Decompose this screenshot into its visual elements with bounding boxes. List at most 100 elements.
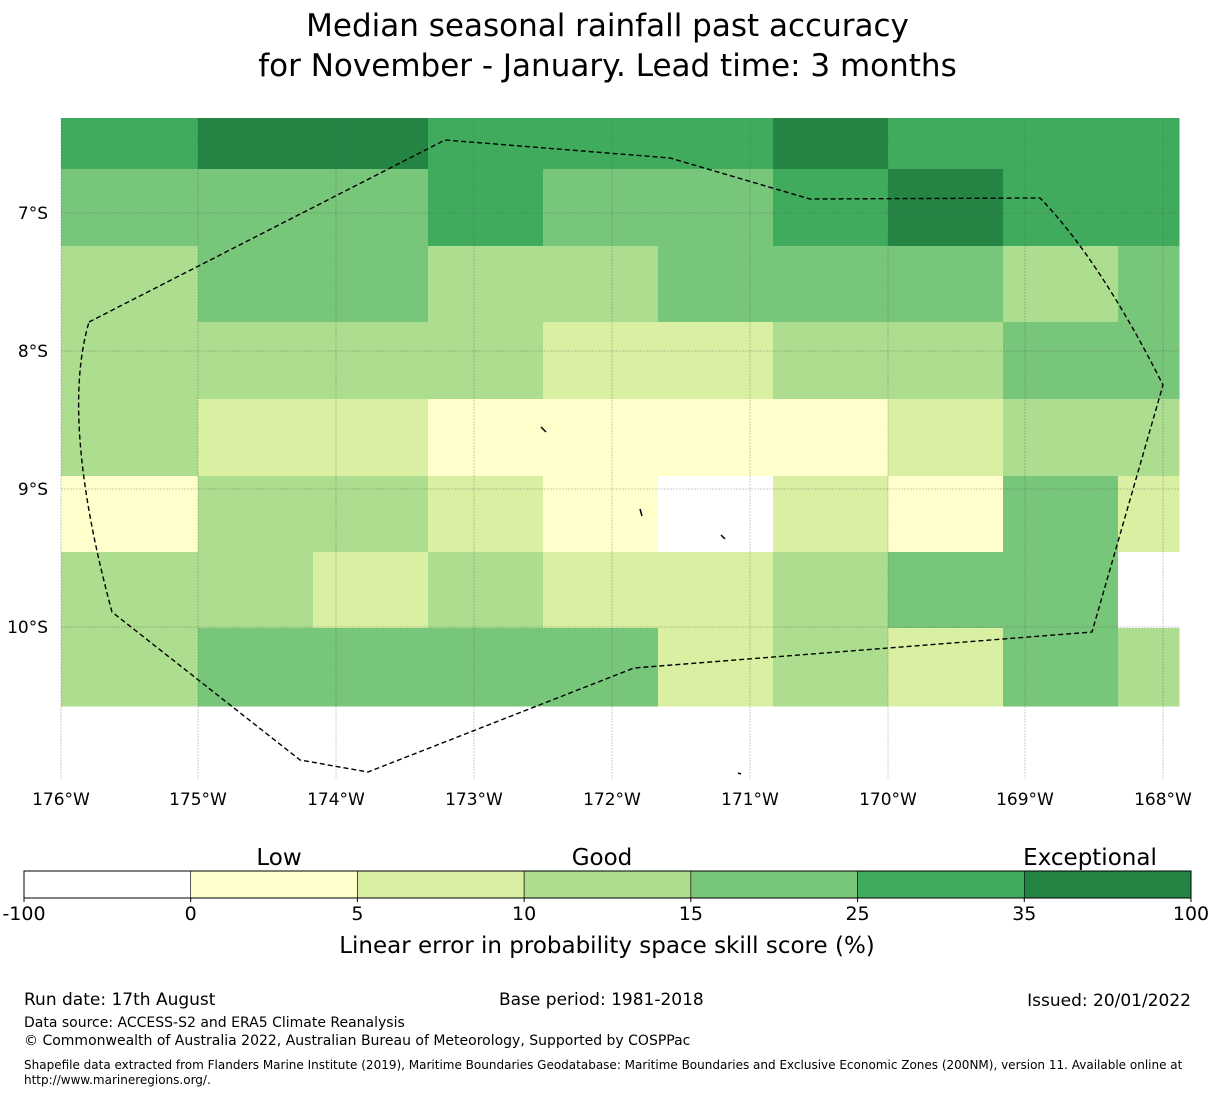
map-title-line-1: Median seasonal rainfall past accuracy bbox=[306, 8, 909, 44]
eez-boundary-dashed bbox=[77, 139, 1164, 773]
colorbar-tick-label: 35 bbox=[1012, 903, 1036, 925]
grid-cell bbox=[543, 552, 659, 629]
grid-cell bbox=[658, 628, 774, 707]
colorbar bbox=[23, 870, 1192, 899]
colorbar-segment bbox=[690, 870, 858, 899]
lat-label: 9°S bbox=[18, 480, 48, 500]
grid-cell bbox=[1118, 628, 1180, 707]
grid-cell bbox=[888, 118, 1004, 170]
grid-cell bbox=[61, 552, 199, 629]
grid-cell bbox=[428, 628, 544, 707]
grid-cell bbox=[1003, 322, 1119, 400]
colorbar-tick-label: 100 bbox=[1173, 903, 1209, 925]
grid-cell bbox=[61, 476, 199, 553]
grid-cell bbox=[428, 246, 544, 323]
colorbar-segment bbox=[523, 870, 692, 899]
run-date: Run date: 17th August bbox=[24, 990, 216, 1010]
grid-cell bbox=[773, 118, 889, 170]
colorbar-segment bbox=[357, 870, 525, 899]
grid-cell bbox=[428, 476, 544, 553]
grid-cell bbox=[1003, 552, 1119, 629]
grid-cell bbox=[61, 169, 199, 247]
colorbar-category-labels: Low Good Exceptional bbox=[256, 845, 1156, 871]
grid-cell bbox=[658, 476, 774, 553]
grid-cell bbox=[61, 628, 199, 707]
grid-cell bbox=[888, 476, 1004, 553]
lon-label: 170°W bbox=[859, 790, 917, 810]
grid-cell bbox=[888, 322, 1004, 400]
grid-cell bbox=[1118, 552, 1180, 629]
grid-cell bbox=[428, 322, 544, 400]
issued-date: Issued: 20/01/2022 bbox=[1027, 991, 1191, 1011]
island-nukunonu bbox=[639, 508, 643, 517]
colorbar-tick-label: 0 bbox=[185, 903, 197, 925]
grid-cell bbox=[658, 552, 774, 629]
lon-label: 172°W bbox=[583, 790, 641, 810]
grid-cell bbox=[198, 552, 314, 629]
grid-cell bbox=[428, 169, 544, 247]
grid-cell bbox=[198, 476, 314, 553]
grid-cell bbox=[1003, 246, 1119, 323]
grid-cell bbox=[313, 322, 429, 400]
grid-cell bbox=[543, 169, 659, 247]
colorbar-segment bbox=[23, 870, 192, 899]
copyright-notice: © Commonwealth of Australia 2022, Austra… bbox=[24, 1033, 691, 1049]
grid-cell bbox=[658, 399, 774, 477]
colorbar-tick-label: -100 bbox=[2, 903, 45, 925]
grid-cell bbox=[313, 118, 429, 170]
grid-cell bbox=[888, 628, 1004, 707]
grid-cell bbox=[773, 169, 889, 247]
grid-cell bbox=[543, 246, 659, 323]
grid-cell bbox=[888, 169, 1004, 247]
lat-label: 7°S bbox=[18, 204, 48, 224]
map-title-line-2: for November - January. Lead time: 3 mon… bbox=[258, 48, 957, 84]
grid-cell bbox=[1003, 628, 1119, 707]
colorbar-segment bbox=[190, 870, 358, 899]
colorbar-outline bbox=[23, 870, 1192, 899]
data-source: Data source: ACCESS-S2 and ERA5 Climate … bbox=[24, 1015, 405, 1031]
grid-cell bbox=[313, 169, 429, 247]
grid-cell bbox=[428, 552, 544, 629]
colorbar-tick-label: 10 bbox=[512, 903, 536, 925]
grid-cell bbox=[543, 628, 659, 707]
island-fakaofo bbox=[720, 534, 726, 540]
grid-cell bbox=[198, 399, 314, 477]
grid-cell bbox=[773, 476, 889, 553]
grid-cell bbox=[1118, 169, 1180, 247]
grid-cell bbox=[1003, 118, 1119, 170]
grid-cell bbox=[313, 552, 429, 629]
grid-cell bbox=[773, 399, 889, 477]
grid-cell bbox=[658, 246, 774, 323]
lon-label: 168°W bbox=[1134, 790, 1192, 810]
colorbar-tick-label: 25 bbox=[845, 903, 869, 925]
colorbar-segment bbox=[1023, 870, 1192, 899]
grid-cell bbox=[1003, 399, 1119, 477]
grid-cell bbox=[61, 118, 199, 170]
grid-cell bbox=[313, 246, 429, 323]
grid-cell bbox=[1118, 246, 1180, 323]
lon-label: 173°W bbox=[445, 790, 503, 810]
grid-cell bbox=[773, 246, 889, 323]
grid-cell bbox=[198, 246, 314, 323]
colorbar-category-label: Low bbox=[256, 845, 301, 871]
grid-cell bbox=[1118, 476, 1180, 553]
lon-label: 169°W bbox=[996, 790, 1054, 810]
grid-cell bbox=[1118, 118, 1180, 170]
grid-cell bbox=[1118, 399, 1180, 477]
colorbar-category-label: Exceptional bbox=[1023, 845, 1157, 871]
grid-cell bbox=[1003, 476, 1119, 553]
grid-cell bbox=[1118, 322, 1180, 400]
grid-cell bbox=[198, 169, 314, 247]
grid-cell bbox=[313, 399, 429, 477]
lon-label: 174°W bbox=[307, 790, 365, 810]
grid-cell bbox=[773, 628, 889, 707]
grid-cell bbox=[658, 118, 774, 170]
grid-cell bbox=[543, 322, 659, 400]
grid-cell bbox=[888, 246, 1004, 323]
colorbar-category-label: Good bbox=[572, 845, 633, 871]
lat-lon-gridlines bbox=[60, 118, 1179, 779]
grid-cell bbox=[888, 552, 1004, 629]
latitude-labels: 7°S 8°S 9°S 10°S bbox=[7, 204, 48, 638]
grid-cell bbox=[313, 476, 429, 553]
